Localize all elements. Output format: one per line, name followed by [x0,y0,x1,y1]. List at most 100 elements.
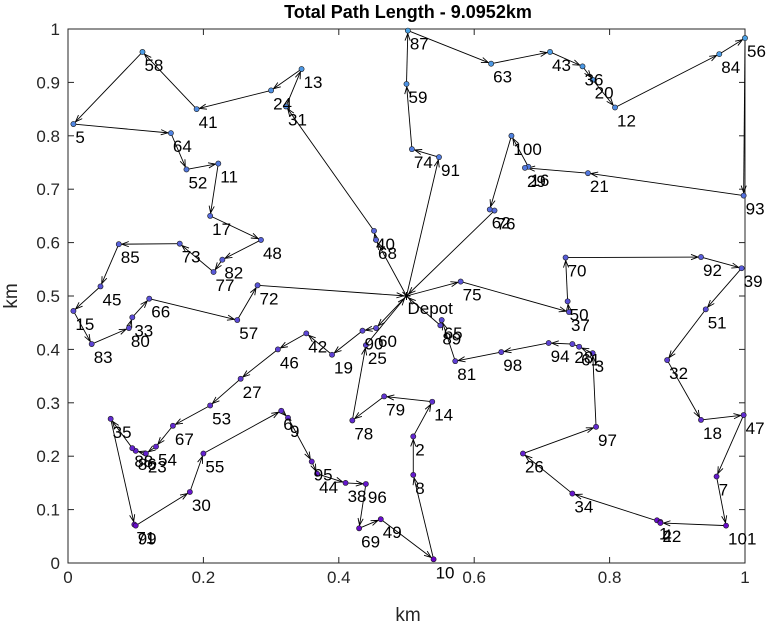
node-label: 82 [224,264,243,283]
route-arrowhead [693,409,700,418]
route-arrowhead [365,325,373,332]
route-edge [700,256,742,269]
node-label: 46 [280,353,299,372]
node-point [97,283,104,290]
route-edge [365,295,407,346]
depot-marker [402,291,411,301]
route-edge [592,79,616,108]
route-arrowhead [412,477,419,486]
node-point [126,325,132,331]
route-edge [460,281,570,313]
x-tick-label: 0.6 [462,568,486,587]
y-tick-label: 0.4 [36,340,60,359]
route-edge [491,51,551,65]
node-point [589,350,596,357]
route-edge [209,378,241,406]
route-edge [705,267,742,310]
node-label: 37 [571,316,590,335]
route-arrowhead [271,411,279,419]
node-label: 42 [308,337,327,356]
node-label: 32 [669,364,688,383]
node-label: 58 [144,56,163,75]
route-edge [441,319,456,362]
route-edge [411,148,440,158]
route-arrowhead [709,55,717,62]
node-label: 24 [273,94,292,113]
node-label: 29 [527,172,546,191]
route-edge [358,483,367,529]
node-point [274,346,281,353]
route-arrowhead [75,114,83,123]
route-arrowhead [242,370,251,378]
route-edge [489,135,512,210]
node-point [569,490,576,497]
node-point [488,60,495,67]
node-label: 95 [314,466,333,485]
node-label: 9 [290,422,299,441]
route-edge [572,493,661,523]
node-point [371,227,377,234]
route-arrowhead [717,466,724,475]
node-point [520,450,526,457]
route-arrowhead [129,514,136,522]
route-edge [135,491,191,527]
x-tick-label: 1 [740,568,749,587]
route-edge [149,298,238,321]
node-point [593,423,599,430]
node-label: 22 [662,527,681,546]
node-point [698,416,704,423]
route-arrowhead [304,451,311,460]
route-edge [660,522,727,527]
y-tick-label: 0.8 [36,127,60,146]
route-edge [406,157,440,297]
route-arrowhead [335,477,343,483]
node-point [738,265,745,272]
route-edge [501,342,549,353]
route-arrowhead [581,347,590,354]
node-point [437,322,444,329]
node-point [278,407,285,414]
y-tick-label: 0.6 [36,234,60,253]
node-point [566,309,572,315]
route-edge [170,132,187,170]
route-arrowhead [111,420,119,429]
route-arrowhead [690,254,699,261]
route-edge [406,30,409,85]
route-edge [73,310,93,345]
route-edge [406,295,441,326]
route-edge [700,414,744,421]
route-arrowhead [370,519,379,526]
route-edge [306,333,333,356]
route-arrowhead [450,281,459,288]
route-arrowhead [489,199,496,207]
route-edge [406,210,495,297]
node-label: 88 [134,452,153,471]
route-edge [614,53,720,108]
node-label: 84 [721,58,740,77]
route-arrowhead [410,439,417,447]
route-edges [73,30,747,560]
node-label: 39 [744,272,763,291]
node-label: 12 [617,111,636,130]
route-arrowhead [126,319,133,328]
node-label: 55 [205,458,224,477]
route-edge [666,359,702,421]
node-label: 79 [386,400,405,419]
node-point [740,192,747,199]
node-label: 5 [75,128,84,147]
node-point [429,398,436,405]
node-point [452,358,459,365]
node-label: 14 [434,406,453,425]
node-point [356,525,363,532]
route-edge [209,215,262,241]
node-point [713,473,720,480]
node-label: 96 [368,488,387,507]
node-label: 3 [595,357,604,376]
node-point [359,327,366,334]
route-edge [110,418,133,449]
route-arrowhead [503,347,512,354]
route-arrowhead [294,71,301,80]
node-label: 11 [220,168,238,187]
route-arrowhead [310,463,317,472]
